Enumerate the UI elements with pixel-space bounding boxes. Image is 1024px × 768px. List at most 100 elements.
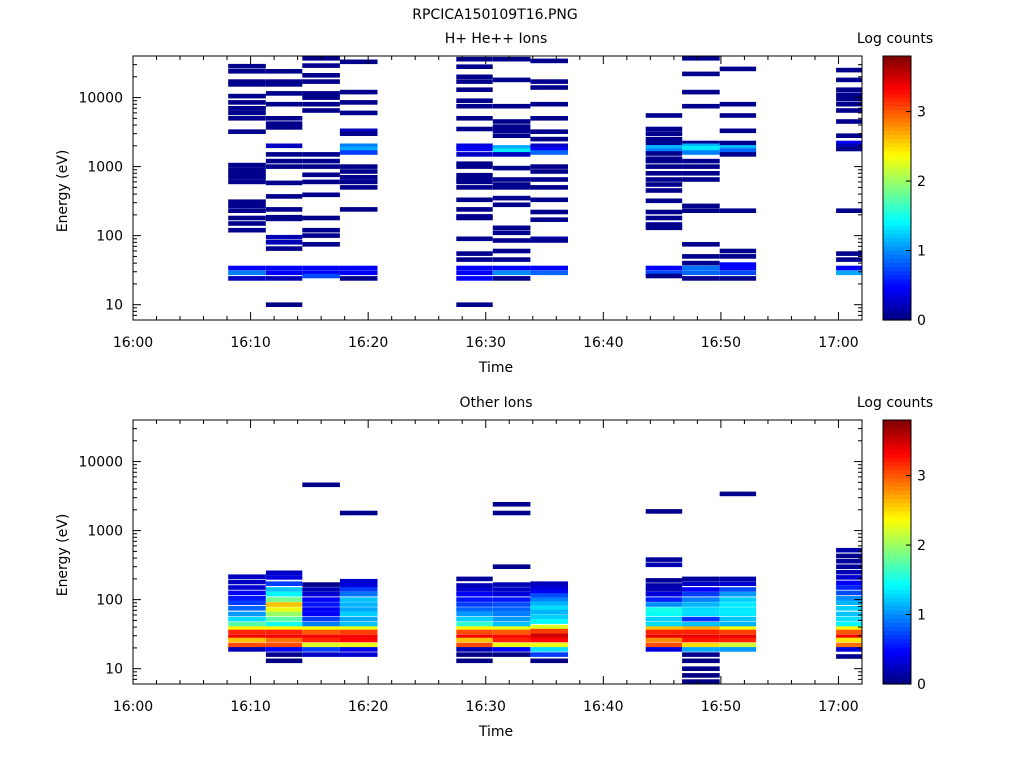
heatmap-cell	[302, 607, 340, 612]
heatmap-cell	[492, 629, 531, 635]
heatmap-cell	[645, 131, 683, 136]
heatmap-cell	[265, 91, 303, 96]
heatmap-cell	[530, 85, 568, 90]
colorbar-segment	[883, 249, 911, 255]
heatmap-cell	[339, 616, 378, 622]
colorbar-segment	[883, 618, 911, 623]
heatmap-cell	[492, 230, 531, 236]
colorbar-segment	[883, 183, 911, 189]
heatmap-cell	[492, 124, 531, 129]
colorbar-segment	[883, 270, 911, 276]
heatmap-cell	[530, 270, 568, 276]
heatmap-cell	[836, 77, 862, 83]
colorbar-segment	[883, 514, 911, 520]
heatmap-cell	[228, 611, 266, 617]
heatmap-cell	[265, 234, 303, 240]
heatmap-cell	[836, 629, 862, 635]
colorbar-segment	[883, 564, 911, 570]
heatmap-cell	[530, 79, 568, 84]
heatmap-cell	[682, 270, 720, 276]
colorbar-segment	[883, 519, 911, 524]
heatmap-cell	[645, 136, 683, 142]
heatmap-cell	[682, 56, 720, 61]
heatmap-cell	[265, 152, 303, 157]
heatmap-cell	[682, 666, 720, 671]
heatmap-cell	[228, 100, 266, 105]
heatmap-cell	[682, 260, 720, 266]
heatmap-cell	[228, 634, 266, 640]
y-tick-label: 10000	[78, 455, 123, 471]
colorbar-segment	[883, 531, 911, 537]
heatmap-cell	[228, 179, 266, 185]
heatmap-cell	[492, 564, 531, 569]
heatmap-cell	[836, 569, 862, 575]
heatmap-cell	[339, 634, 378, 640]
colorbar-segment	[883, 291, 911, 296]
heatmap-cell	[682, 602, 720, 607]
heatmap-cell	[682, 150, 720, 155]
heatmap-cell	[265, 265, 303, 271]
heatmap-cell	[719, 270, 757, 276]
heatmap-cell	[530, 597, 568, 602]
heatmap-cell	[719, 152, 757, 157]
heatmap-cell	[302, 152, 340, 157]
heatmap-cell	[456, 587, 493, 592]
colorbar-segment	[883, 122, 911, 127]
heatmap-cell	[228, 167, 266, 173]
heatmap-cell	[530, 589, 568, 595]
colorbar: 0 1 2 3	[882, 55, 926, 329]
heatmap-cell	[456, 652, 493, 657]
heatmap-cell	[339, 578, 378, 584]
heatmap-cell	[682, 71, 720, 77]
colorbar-segment	[883, 138, 911, 144]
heatmap-cell	[228, 227, 266, 233]
colorbar-segment	[883, 523, 911, 528]
heatmap-cell	[682, 140, 720, 146]
colorbar-segment	[883, 72, 911, 78]
heatmap-cell	[836, 67, 862, 73]
heatmap-cell	[339, 652, 378, 657]
x-tick-label: 17:00	[818, 335, 858, 351]
heatmap-cell	[265, 302, 303, 307]
colorbar-segment	[883, 171, 911, 177]
heatmap-cell	[456, 276, 493, 281]
heatmap-cell	[719, 611, 757, 617]
heatmap-cell	[530, 169, 568, 174]
heatmap-cell	[339, 597, 378, 602]
heatmap-cell	[228, 595, 266, 601]
heatmap-cell	[265, 121, 303, 126]
colorbar-segment	[883, 216, 911, 222]
heatmap-cell	[719, 607, 757, 612]
colorbar-segment	[883, 221, 911, 226]
colorbar-segment	[883, 663, 911, 669]
y-tick-label: 100	[96, 593, 123, 609]
heatmap-cell	[339, 143, 378, 149]
heatmap-cell	[492, 56, 531, 62]
colorbar-segment	[883, 659, 911, 664]
colorbar-tick-label: 2	[917, 174, 926, 190]
heatmap-cell	[530, 209, 568, 215]
heatmap-cell	[836, 637, 862, 643]
heatmap-cell	[530, 637, 568, 643]
heatmap-cell	[339, 164, 378, 169]
heatmap-cell	[682, 576, 720, 582]
heatmap-cell	[302, 164, 340, 169]
colorbar-segment	[883, 613, 911, 619]
heatmap-cell	[492, 647, 531, 652]
heatmap-cell	[339, 146, 378, 152]
y-tick-label: 10	[105, 662, 123, 678]
heatmap-cell	[302, 634, 340, 640]
colorbar-segment	[883, 105, 911, 111]
heatmap-cell	[645, 225, 683, 231]
heatmap-cell	[530, 238, 568, 243]
heatmap-cell	[645, 634, 683, 640]
heatmap-cell	[302, 591, 340, 597]
colorbar-segment	[883, 510, 911, 516]
heatmap-cell	[836, 96, 862, 102]
heatmap-cell	[645, 265, 683, 271]
heatmap-cell	[265, 629, 303, 635]
heatmap-cell	[265, 164, 303, 169]
heatmap-cell	[492, 607, 531, 612]
heatmap-cell	[682, 265, 720, 271]
panel-title: H+ He++ Ions	[445, 31, 548, 47]
